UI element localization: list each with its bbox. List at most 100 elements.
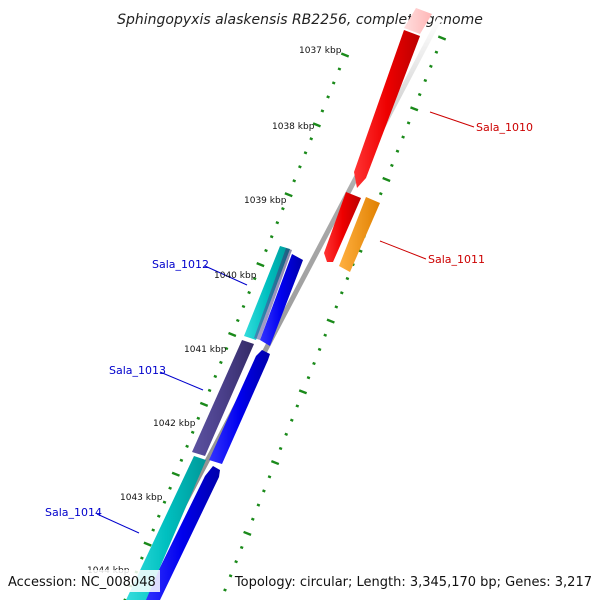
- ruler-dot: [295, 404, 300, 408]
- gene-sala-1012-shape[interactable]: [260, 254, 303, 346]
- ruler-dot: [339, 291, 344, 295]
- ruler-dot: [228, 574, 233, 578]
- ruler-dot: [151, 528, 156, 532]
- label-line-sala-1013: [159, 371, 204, 391]
- ruler-dot: [179, 458, 184, 462]
- ruler-dot: [317, 347, 322, 352]
- gene-sala-1013-shape[interactable]: [209, 350, 270, 464]
- ruler-dot: [156, 514, 161, 518]
- ruler-dot: [235, 318, 240, 323]
- ruler-dot: [320, 109, 325, 113]
- ruler-dot: [207, 388, 212, 393]
- ruler-dot: [239, 545, 244, 550]
- ruler-dot: [434, 50, 439, 54]
- ruler-major-tick: [143, 541, 152, 547]
- gene-sala-1011-shape[interactable]: [324, 192, 361, 262]
- ruler-major-tick: [243, 530, 252, 536]
- ruler-dot: [390, 163, 394, 168]
- ruler-major-tick: [382, 176, 391, 183]
- tick-label-1043: 1043 kbp: [120, 493, 163, 503]
- gene-label-sala-1010[interactable]: Sala_1010: [476, 121, 533, 134]
- label-line-sala-1011: [379, 240, 427, 260]
- footer-accession-bg: [0, 570, 160, 592]
- ruler-dot: [241, 304, 246, 309]
- label-line-sala-1012: [204, 265, 248, 286]
- ruler-major-tick: [228, 331, 237, 338]
- ruler-dot: [250, 517, 255, 521]
- ruler-dot: [234, 560, 238, 564]
- tick-label-1042: 1042 kbp: [153, 419, 196, 429]
- ruler-dot: [219, 360, 223, 365]
- gene-sala-1010-shape[interactable]: [354, 30, 420, 188]
- ruler-dot: [323, 333, 328, 337]
- orange-feature: [339, 197, 380, 272]
- tick-label-1037: 1037 kbp: [299, 46, 342, 56]
- ruler-dot: [306, 376, 311, 380]
- ruler-dot: [331, 81, 336, 85]
- ruler-major-tick: [199, 401, 209, 408]
- ruler-dot: [378, 192, 383, 196]
- tick-ruler: [123, 52, 350, 600]
- ruler-dot: [262, 489, 266, 493]
- ruler-major-tick: [340, 52, 350, 58]
- ruler-dot: [267, 475, 272, 479]
- tick-label-1040: 1040 kbp: [214, 271, 257, 281]
- label-line-sala-1010: [429, 111, 475, 128]
- ruler-major-tick: [298, 389, 308, 395]
- cyan-feature-2: [126, 456, 206, 600]
- ruler-dot: [334, 305, 339, 309]
- ruler-major-tick: [312, 122, 321, 128]
- ruler-dot: [123, 598, 127, 600]
- ruler-dot: [269, 235, 274, 239]
- purple-feature: [192, 340, 254, 456]
- gene-label-sala-1014[interactable]: Sala_1014: [45, 506, 102, 519]
- ruler-dot: [196, 416, 201, 420]
- tick-label-1041: 1041 kbp: [184, 345, 227, 355]
- accession-text: Accession: NC_008048: [8, 575, 156, 590]
- ruler-dot: [168, 486, 172, 490]
- outer-guide-dots: [223, 35, 447, 592]
- ruler-major-tick: [270, 460, 280, 466]
- genome-summary-text: Topology: circular; Length: 3,345,170 bp…: [234, 575, 592, 590]
- ruler-major-tick: [437, 35, 447, 41]
- map-title: Sphingopyxis alaskensis RB2256, complete…: [117, 12, 483, 28]
- ruler-dot: [309, 137, 314, 141]
- ruler-dot: [264, 248, 268, 253]
- gene-label-sala-1013[interactable]: Sala_1013: [109, 364, 166, 377]
- ruler-major-tick: [171, 471, 180, 477]
- tick-label-1038: 1038 kbp: [272, 122, 315, 132]
- gene-label-sala-1012[interactable]: Sala_1012: [152, 258, 209, 271]
- label-line-sala-1014: [96, 513, 140, 534]
- ruler-dot: [298, 165, 302, 169]
- gene-sala-1014-shape[interactable]: [144, 466, 220, 600]
- ruler-dot: [252, 276, 257, 281]
- gene-label-sala-1011[interactable]: Sala_1011: [428, 253, 485, 266]
- ruler-major-tick: [256, 261, 265, 268]
- ruler-dot: [213, 374, 218, 379]
- ruler-dot: [281, 207, 285, 211]
- ruler-dot: [345, 276, 350, 281]
- ruler-dot: [289, 418, 294, 422]
- ruler-dot: [395, 149, 400, 153]
- ruler-dot: [223, 588, 227, 592]
- ruler-dot: [312, 361, 316, 366]
- ruler-major-tick: [284, 192, 293, 198]
- purple-overlay-feature: [254, 248, 292, 340]
- ruler-dot: [326, 95, 330, 99]
- ruler-major-tick: [326, 318, 335, 324]
- ruler-dot: [185, 444, 189, 448]
- ruler-dot: [401, 135, 405, 139]
- ruler-dot: [284, 432, 289, 436]
- ruler-dot: [162, 500, 167, 504]
- ruler-dot: [224, 346, 229, 351]
- ruler-dot: [140, 556, 144, 560]
- ruler-dot: [275, 221, 280, 225]
- ruler-dot: [429, 64, 433, 68]
- ruler-dot: [406, 121, 411, 125]
- tick-label-1039: 1039 kbp: [244, 196, 287, 206]
- ruler-dot: [417, 92, 422, 97]
- ruler-dot: [190, 430, 195, 434]
- ruler-dot: [423, 78, 428, 83]
- ruler-dot: [337, 67, 342, 71]
